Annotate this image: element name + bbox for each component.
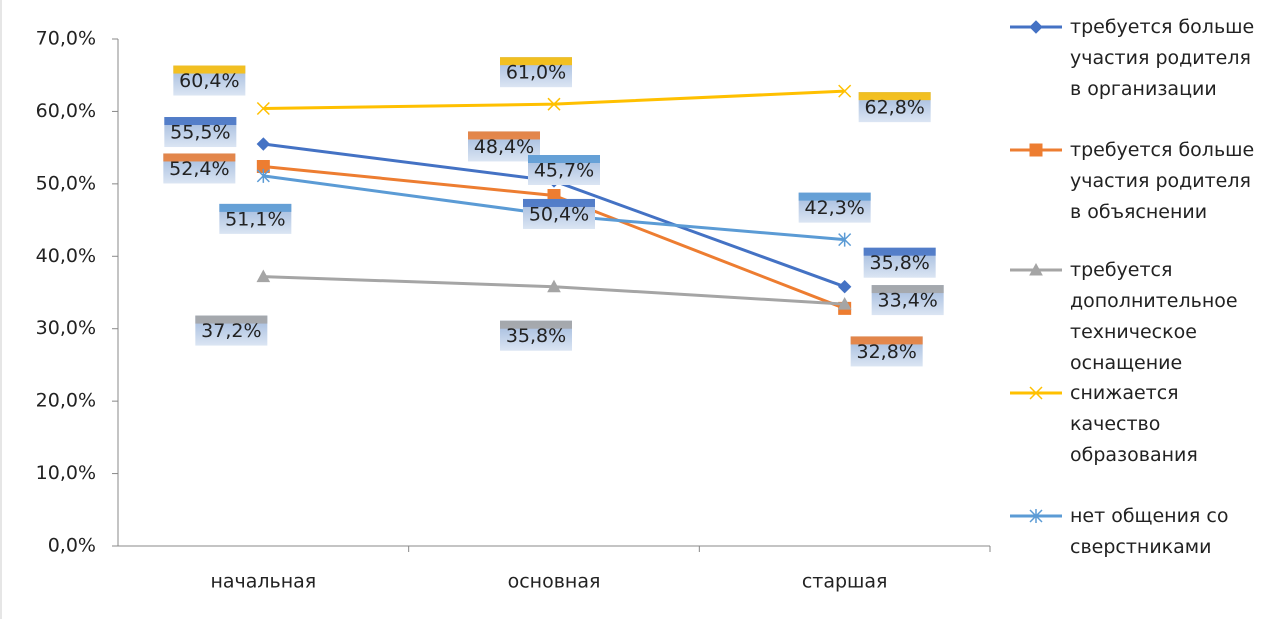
marker xyxy=(1029,20,1043,34)
x-tick-label: старшая xyxy=(802,571,888,593)
marker xyxy=(256,102,270,116)
marker xyxy=(838,232,852,247)
y-tick-label: 30,0% xyxy=(36,317,96,339)
data-label: 37,2% xyxy=(201,320,261,342)
marker xyxy=(256,159,270,173)
legend-label: требуется больше участия родителя в объя… xyxy=(1070,139,1260,223)
data-label: 33,4% xyxy=(877,290,937,312)
marker xyxy=(256,137,271,151)
data-label-band xyxy=(195,315,268,324)
data-label-band xyxy=(163,153,236,162)
data-label-band xyxy=(528,155,600,164)
data-label: 45,7% xyxy=(534,160,594,182)
series-line xyxy=(263,89,845,111)
y-tick-label: 60,0% xyxy=(36,100,96,122)
data-label: 35,8% xyxy=(869,252,929,274)
marker xyxy=(837,279,852,294)
data-label: 50,4% xyxy=(529,203,589,225)
data-label-band xyxy=(871,285,944,294)
data-label: 60,4% xyxy=(179,70,239,92)
legend-label: снижается качество образования xyxy=(1070,382,1198,466)
legend-label: требуется больше участия родителя в орга… xyxy=(1070,16,1260,100)
y-tick-label: 40,0% xyxy=(36,245,96,267)
data-label-band xyxy=(863,247,936,256)
x-tick-label: основная xyxy=(508,571,601,593)
data-label: 52,4% xyxy=(169,158,229,180)
marker xyxy=(256,168,270,183)
y-tick-label: 70,0% xyxy=(36,28,96,50)
marker xyxy=(838,84,852,98)
data-label: 55,5% xyxy=(170,122,230,144)
data-label: 48,4% xyxy=(474,136,534,158)
data-label: 51,1% xyxy=(225,208,285,230)
data-label-band xyxy=(858,92,931,101)
data-label: 61,0% xyxy=(506,62,566,84)
data-label-band xyxy=(219,203,292,212)
marker xyxy=(547,279,561,293)
marker xyxy=(1029,262,1043,276)
marker xyxy=(837,297,852,310)
y-tick-label: 20,0% xyxy=(36,390,96,412)
marker xyxy=(1029,143,1043,157)
data-label-band xyxy=(500,57,572,66)
data-label-band xyxy=(850,336,923,345)
data-label-band xyxy=(468,131,540,140)
data-label: 35,8% xyxy=(506,325,566,347)
y-tick-label: 10,0% xyxy=(36,462,96,484)
data-label-band xyxy=(500,320,572,329)
data-label-band xyxy=(798,192,871,201)
data-label-band xyxy=(523,198,595,207)
marker xyxy=(547,97,561,111)
y-tick-label: 0,0% xyxy=(48,535,96,557)
legend-label: требуется дополнительное техническое осн… xyxy=(1070,259,1244,374)
y-tick-label: 50,0% xyxy=(36,172,96,194)
data-label: 62,8% xyxy=(864,97,924,119)
data-label: 42,3% xyxy=(804,197,864,219)
data-label: 32,8% xyxy=(856,341,916,363)
legend-label: нет общения со сверстниками xyxy=(1070,505,1235,558)
marker xyxy=(1029,386,1043,400)
x-tick-label: начальная xyxy=(210,571,316,593)
data-label-band xyxy=(173,65,246,74)
marker xyxy=(256,269,271,283)
marker xyxy=(1029,509,1043,523)
data-label-band xyxy=(164,117,237,126)
